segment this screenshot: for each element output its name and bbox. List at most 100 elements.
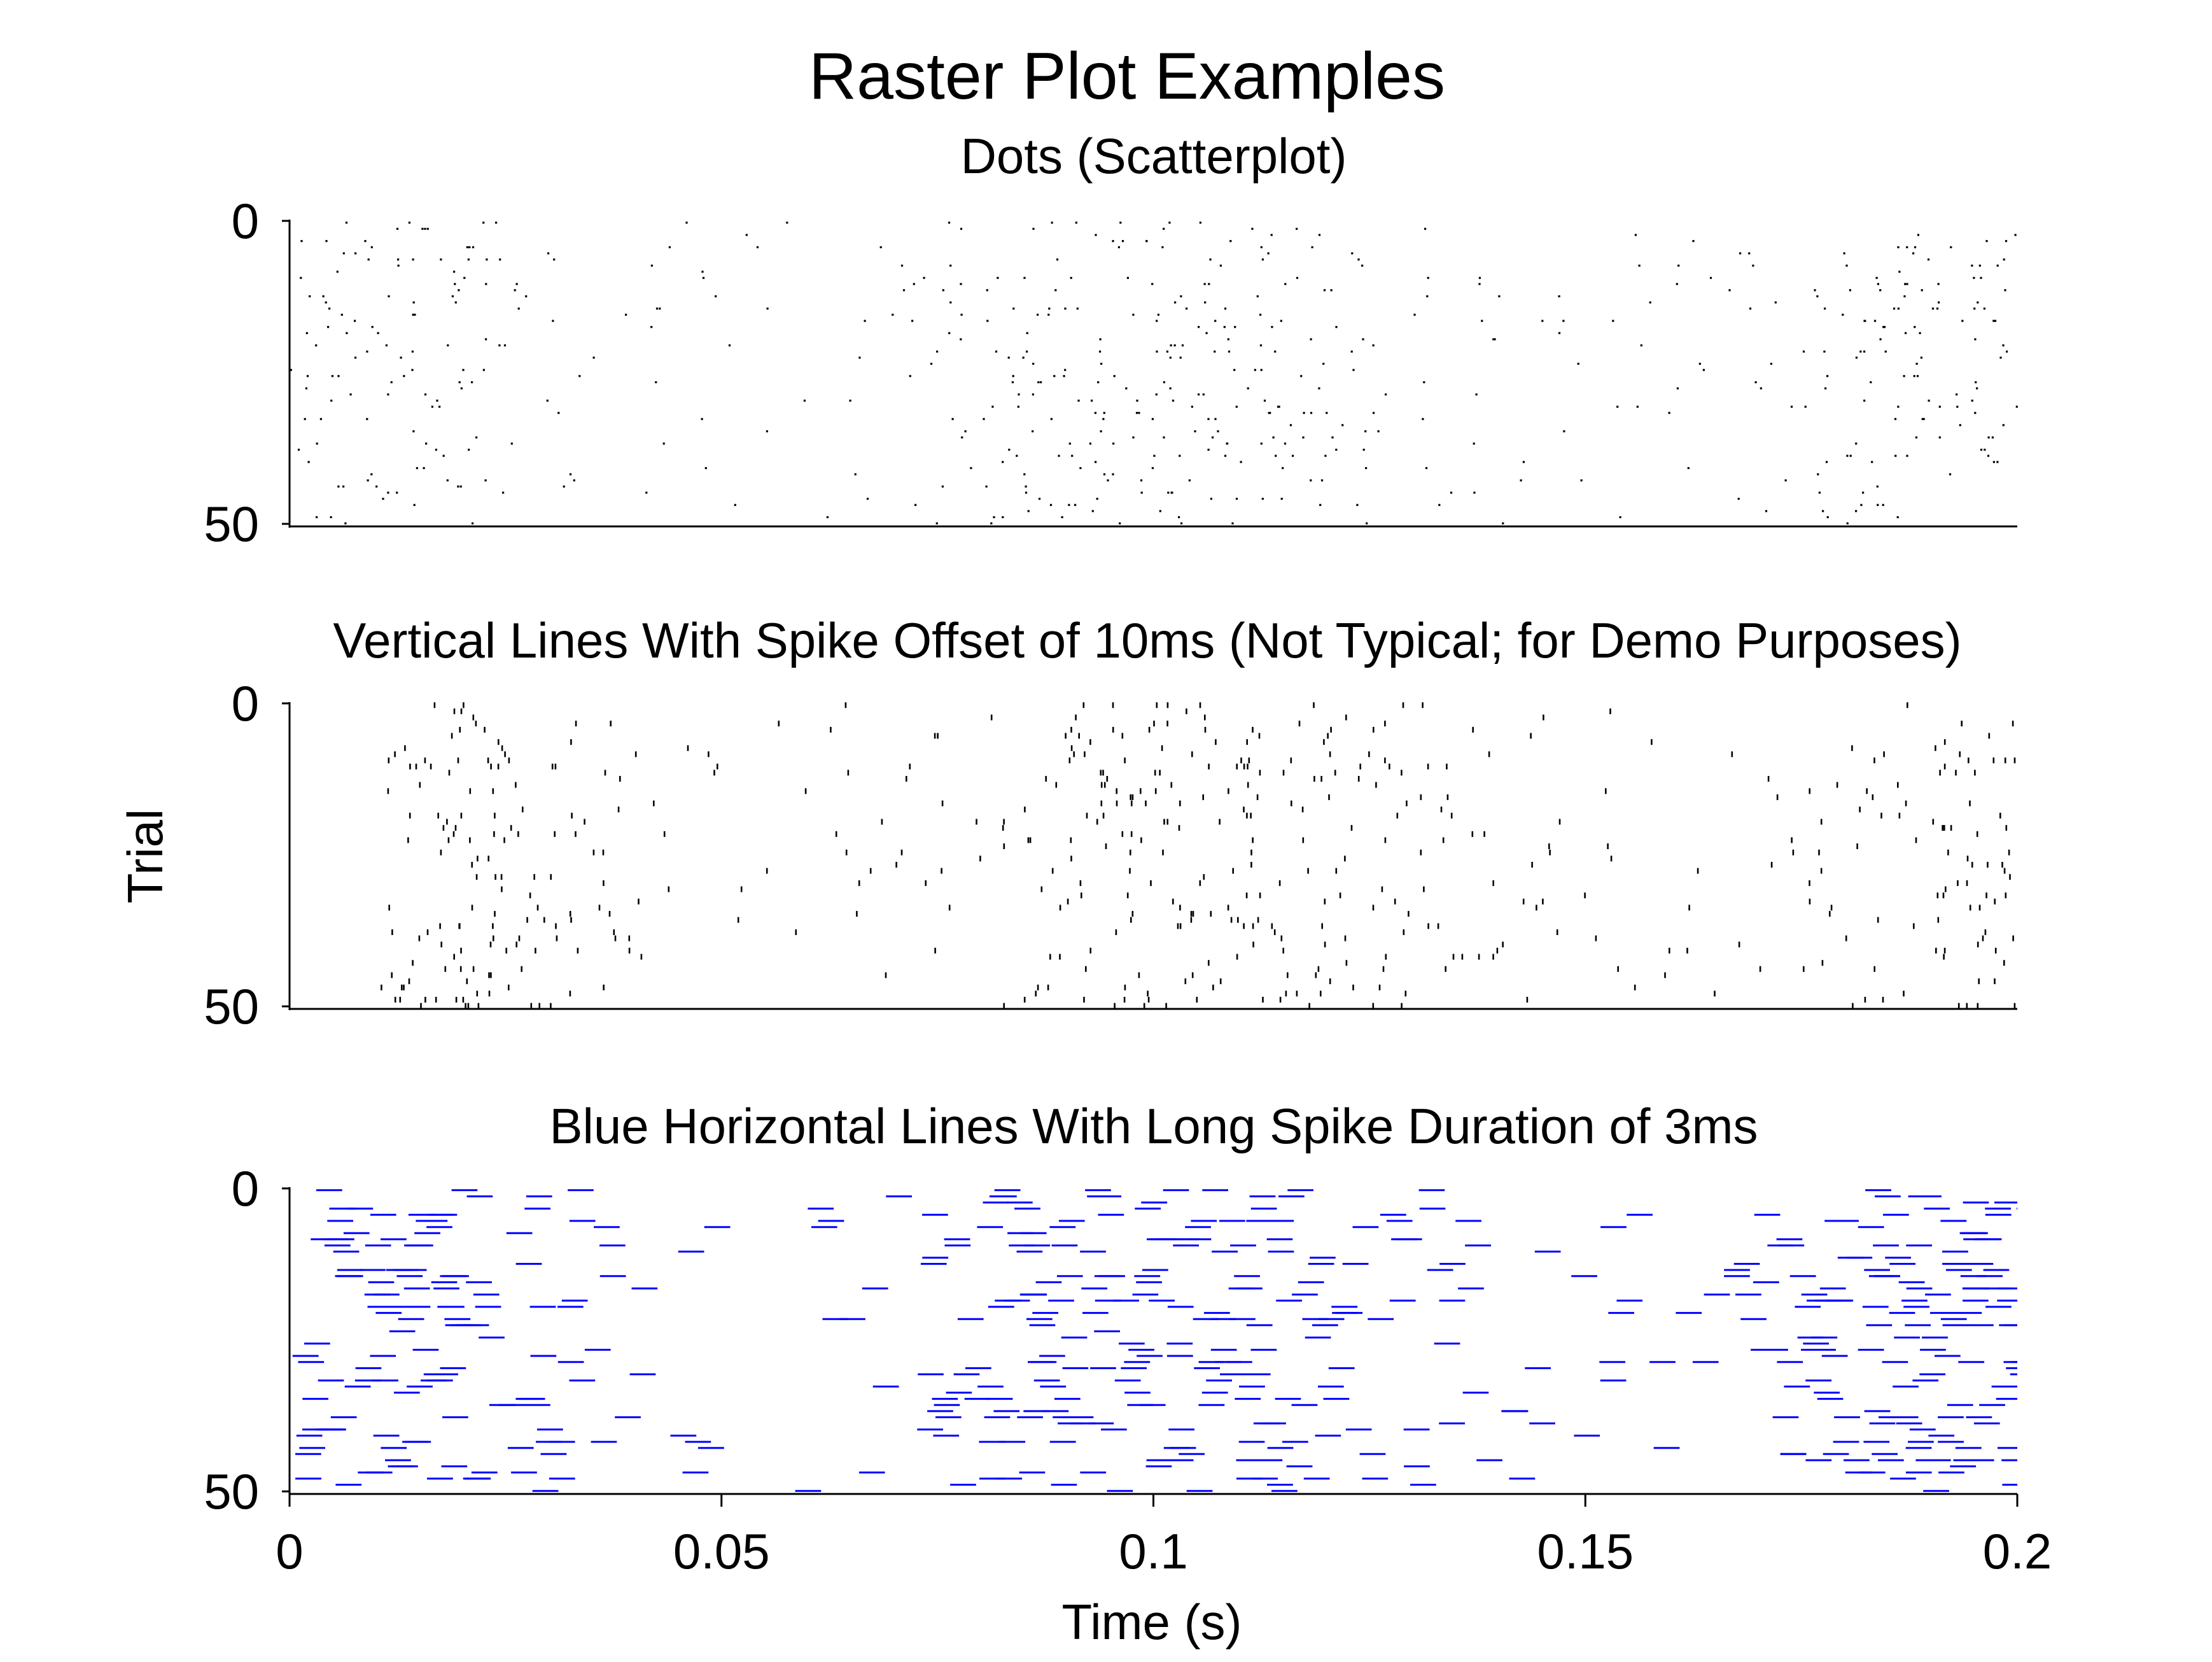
spike-dot [1037,381,1040,384]
spike-dot [1002,461,1004,463]
spike-dot [1481,320,1483,322]
spike-dot [1473,491,1476,494]
spike-dot [340,313,343,316]
spike-dot [1074,504,1077,506]
spike-dot [766,307,769,310]
spike-dot [1938,405,1941,408]
spike-dot [1163,227,1165,230]
spike-dot [463,277,466,279]
spike-dot [951,418,954,420]
spike-dot [1915,362,1918,365]
spike-dot [354,320,356,322]
spike-dot [1849,289,1851,292]
spike-dot [1341,424,1344,426]
spike-dot [1023,473,1026,475]
spike-dot [1302,436,1305,439]
spike-dot [342,252,345,255]
spike-dot [458,381,461,384]
spike-dot [1862,491,1865,494]
spike-dot [1984,448,1986,451]
spike-dot [1174,301,1177,304]
spike-dot [1163,436,1165,439]
spike-dot [1223,326,1226,328]
spike-dot [1478,277,1481,279]
y-tick-label: 0 [232,1160,259,1216]
spike-dot [563,485,565,488]
spike-dot [330,399,333,402]
spike-dot [1921,418,1924,420]
spike-dot [1261,498,1264,500]
spike-dot [1219,264,1222,267]
spike-dot [1018,393,1020,396]
spike-dot [625,313,627,316]
spike-dot [1426,295,1429,298]
spike-dot [300,277,302,279]
spike-dot [1179,356,1182,359]
spike-dot [960,338,962,341]
spike-dot [1843,252,1845,255]
spike-dot [1919,332,1921,334]
spike-dot [1025,485,1027,488]
spike-dot [1897,246,1900,248]
spike-dot [1335,326,1338,328]
spike-dot [330,516,332,519]
spike-dot [1956,405,1959,408]
spike-dot [546,399,549,402]
spike-dot [471,381,473,384]
spike-dot [337,375,340,377]
spike-dot [1473,442,1475,445]
spike-dot [1132,313,1135,316]
y-axis-label: Trial [117,809,173,904]
spike-dot [1987,436,1990,439]
spike-dot [1207,448,1210,451]
spike-dot [1377,430,1380,433]
y-tick-label: 50 [204,1463,259,1519]
spike-dot [1099,350,1102,353]
spike-dot [1181,344,1184,347]
spike-dot [1214,418,1217,420]
spike-dot [1226,442,1229,445]
spike-dot [1022,356,1025,359]
spike-dot [1816,295,1819,298]
spike-dot [1996,461,1999,463]
x-tick-label: 0.15 [1537,1523,1634,1579]
spike-dot [1025,491,1028,494]
spike-dot [1180,522,1183,525]
spike-dot [1056,258,1059,261]
spike-dot [1975,381,1977,384]
spike-dot [1983,307,1985,310]
spike-dot [1204,301,1207,304]
spike-dot [1228,350,1231,353]
spike-dot [1233,369,1236,371]
spike-dot [1053,375,1056,377]
spike-dot [366,418,368,420]
spike-dot [499,258,501,261]
spike-dot [457,485,459,488]
spike-dot [1541,320,1544,322]
spike-dot [305,387,307,390]
spike-dot [728,344,731,347]
spike-dot [438,405,441,408]
spike-dot [1076,307,1079,310]
spike-dot [1846,522,1849,525]
spike-dot [1260,246,1263,248]
spike-dot [1640,344,1642,347]
spike-dot [1212,436,1214,439]
spike-dot [1100,430,1102,433]
spike-dot [447,344,449,347]
spike-dot [701,271,704,273]
spike-dot [1920,356,1922,359]
spike-dot [412,313,414,316]
spike-dot [1068,442,1071,445]
panel-title: Blue Horizontal Lines With Long Spike Du… [550,1098,1758,1154]
spike-dot [650,264,653,267]
spike-dot [1922,418,1925,420]
spike-dot [1169,356,1172,359]
spike-dot [1168,222,1171,224]
spike-dot [1203,283,1206,285]
spike-dot [1247,387,1249,390]
spike-dot [914,504,917,506]
spike-dot [1011,381,1014,384]
spike-dot [1883,326,1886,328]
spike-dot [309,295,311,298]
